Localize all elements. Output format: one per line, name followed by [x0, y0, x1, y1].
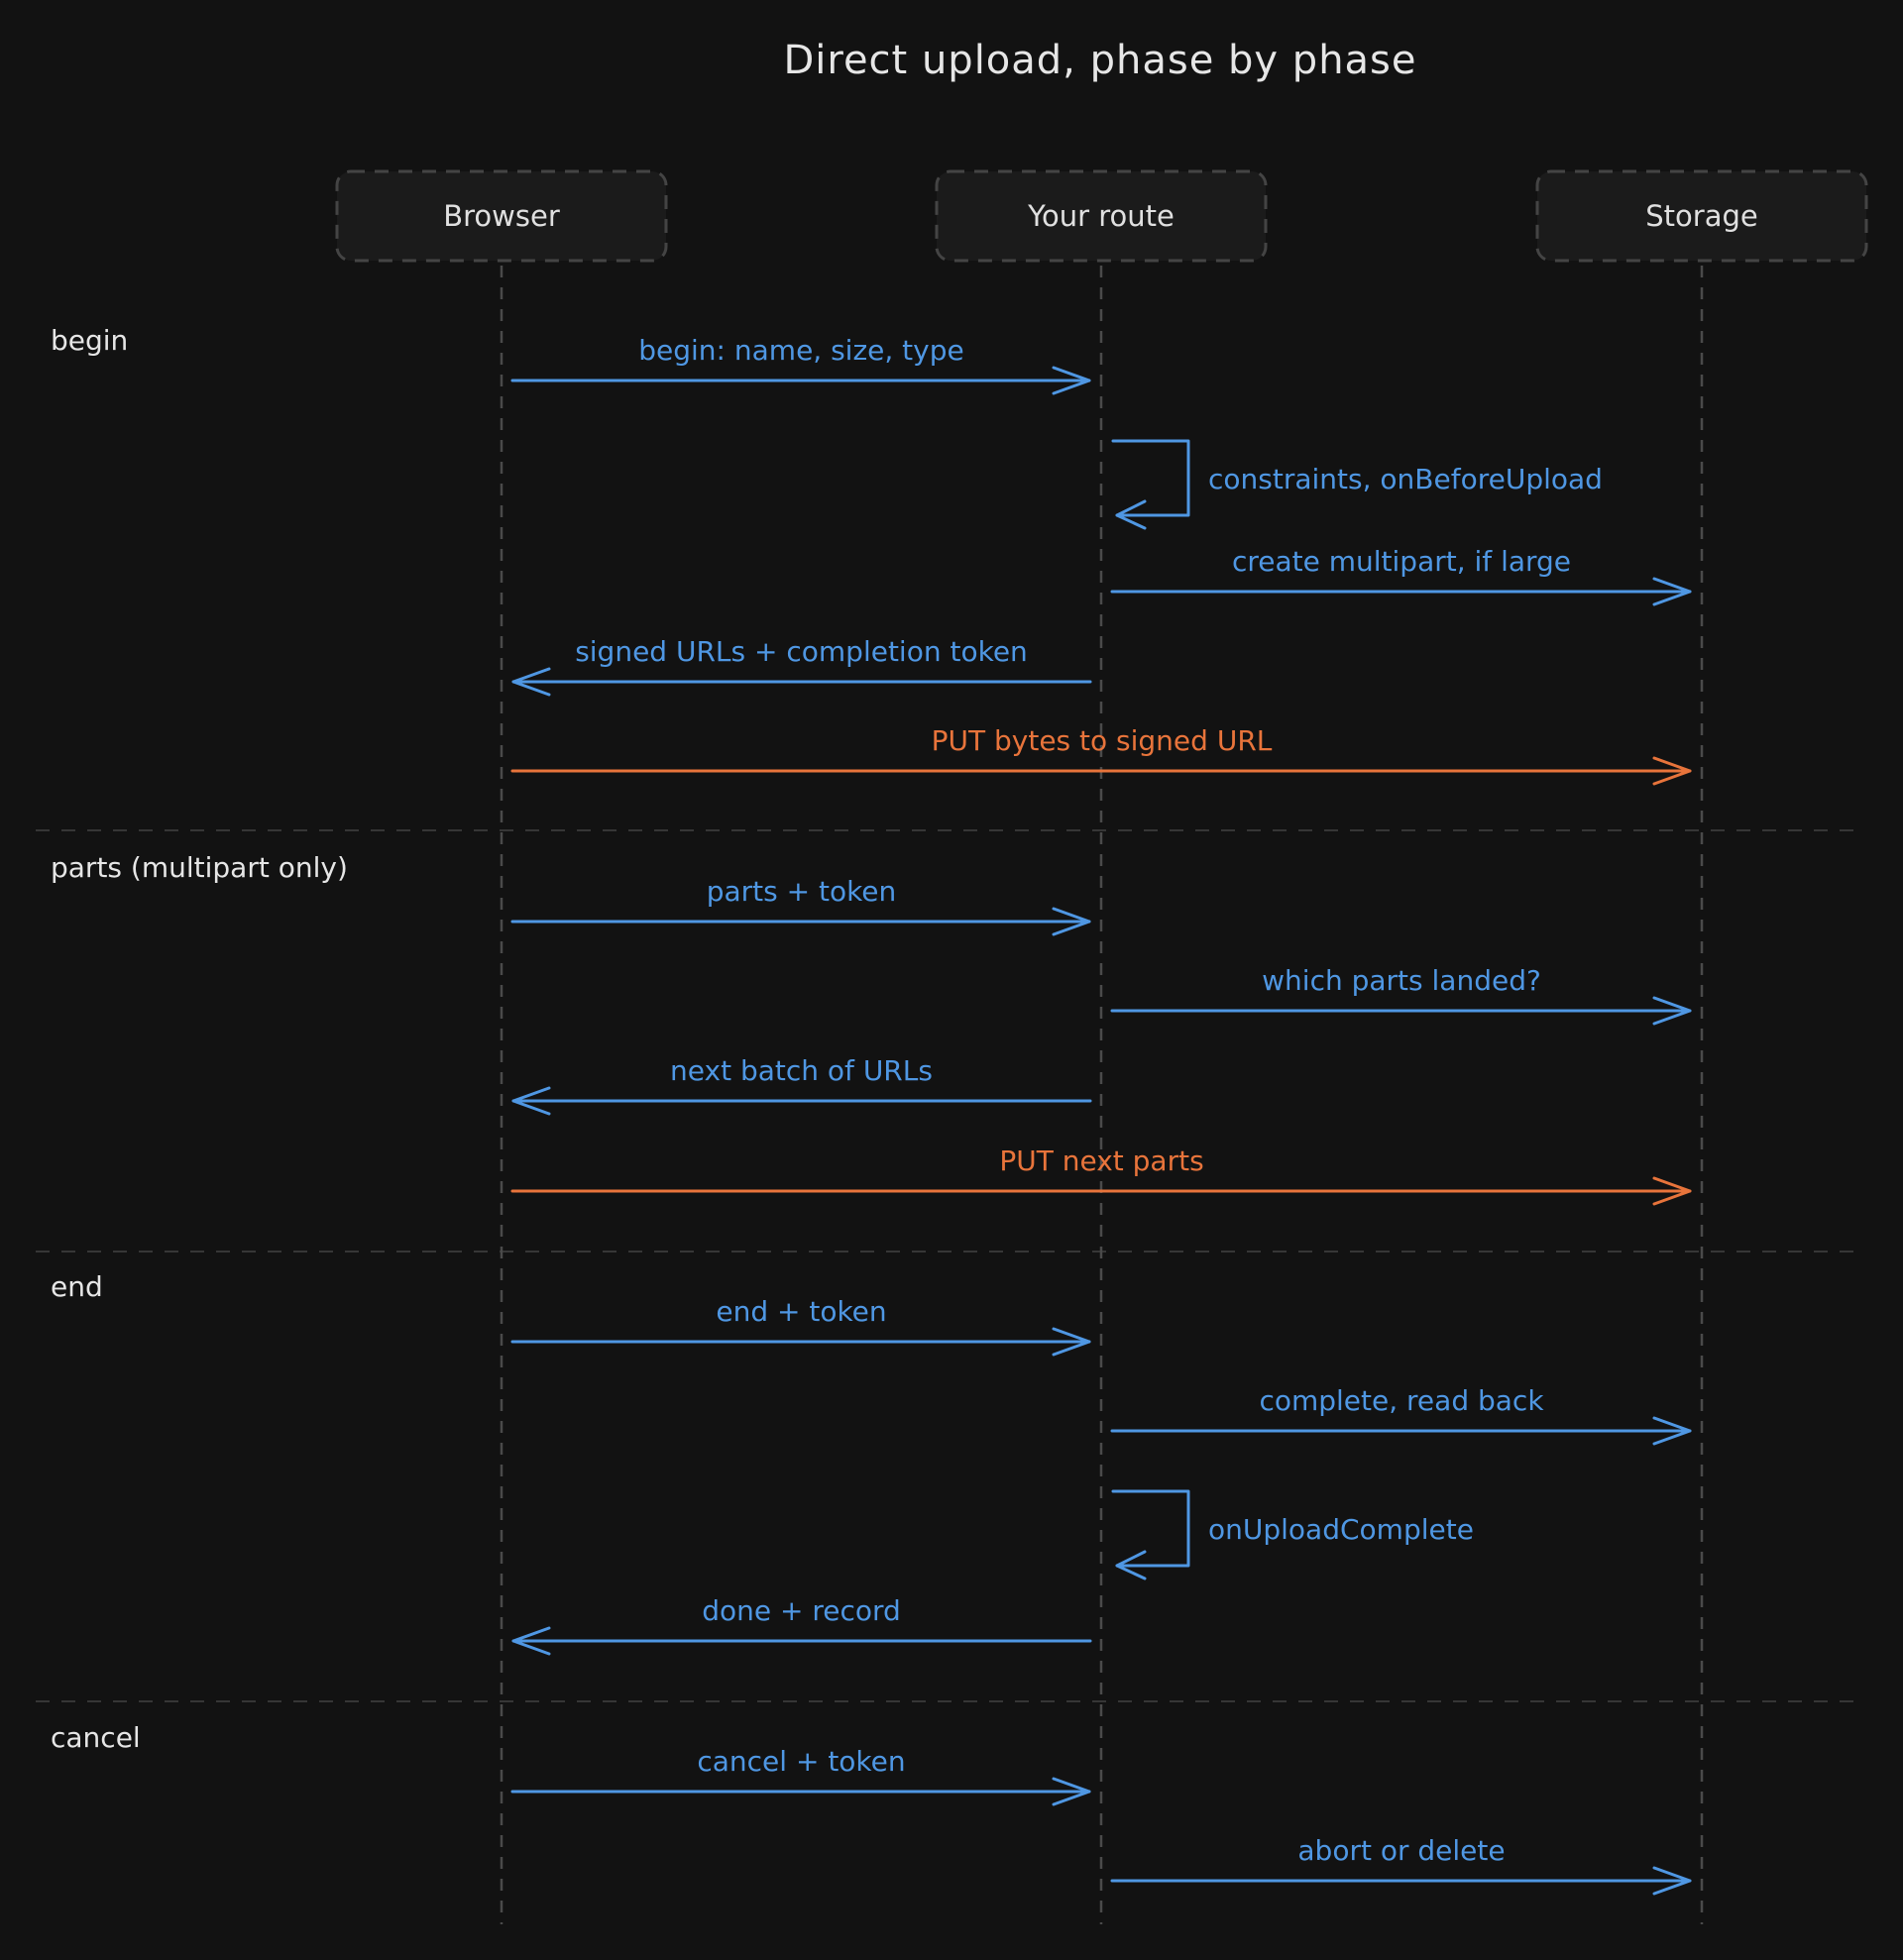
message-label: signed URLs + completion token	[575, 635, 1028, 668]
arrow-head	[1652, 1866, 1692, 1896]
message-constraints-onbeforeupload: constraints, onBeforeUpload	[1111, 439, 1603, 530]
message-which-parts-landed: which parts landed?	[1110, 964, 1692, 1026]
actor-box-browser	[335, 169, 668, 263]
message-create-multipart-if-large: create multipart, if large	[1110, 545, 1692, 606]
message-label: abort or delete	[1297, 1834, 1505, 1867]
message-label: begin: name, size, type	[638, 334, 963, 367]
actor-label-storage: Storage	[1645, 199, 1757, 233]
self-call-line	[1111, 439, 1190, 517]
arrow-head	[1052, 907, 1091, 936]
message-label: complete, read back	[1259, 1384, 1544, 1417]
arrow-head	[1652, 1416, 1692, 1446]
message-next-batch-of-urls: next batch of URLs	[511, 1054, 1092, 1116]
message-put-bytes-to-signed-url: PUT bytes to signed URL	[510, 724, 1692, 786]
arrow-head	[511, 1626, 551, 1656]
phase-label-3: end	[51, 1270, 103, 1303]
lifelines	[500, 266, 1704, 1924]
message-label: which parts landed?	[1262, 964, 1541, 997]
message-label: next batch of URLs	[670, 1054, 933, 1087]
actors: Browser Your route Storage	[335, 169, 1868, 263]
arrow-head	[1115, 1550, 1147, 1580]
arrow-head	[1115, 499, 1147, 530]
diagram-title: Direct upload, phase by phase	[783, 38, 1416, 83]
message-begin-name-size-type: begin: name, size, type	[510, 334, 1091, 395]
arrow-head	[511, 667, 551, 697]
phase-label-1: begin	[51, 324, 128, 357]
self-call-line	[1111, 1489, 1190, 1568]
phase-label-4: cancel	[51, 1721, 141, 1754]
message-cancel-token: cancel + token	[510, 1745, 1091, 1806]
message-abort-or-delete: abort or delete	[1110, 1834, 1692, 1896]
arrow-head	[1652, 1176, 1692, 1206]
message-label: PUT next parts	[999, 1144, 1203, 1177]
arrow-head	[1652, 996, 1692, 1026]
message-label: cancel + token	[697, 1745, 905, 1778]
message-label: create multipart, if large	[1232, 545, 1571, 578]
arrow-head	[1052, 1327, 1091, 1357]
arrow-head	[1652, 756, 1692, 786]
message-put-next-parts: PUT next parts	[510, 1144, 1692, 1206]
message-end-token: end + token	[510, 1295, 1091, 1357]
arrow-head	[1652, 577, 1692, 606]
message-onuploadcomplete: onUploadComplete	[1111, 1489, 1474, 1580]
message-signed-urls-completion-token: signed URLs + completion token	[511, 635, 1092, 697]
message-label: PUT bytes to signed URL	[932, 724, 1273, 757]
message-done-record: done + record	[511, 1594, 1092, 1656]
arrow-head	[1052, 1777, 1091, 1806]
actor-label-route: Your route	[1027, 199, 1175, 233]
arrow-head	[511, 1086, 551, 1116]
message-label: onUploadComplete	[1208, 1513, 1474, 1546]
message-label: end + token	[716, 1295, 886, 1328]
phase-labels: begin parts (multipart only) end cancel	[51, 324, 348, 1754]
message-complete-read-back: complete, read back	[1110, 1384, 1692, 1446]
actor-label-browser: Browser	[443, 199, 560, 233]
message-label: parts + token	[707, 875, 897, 908]
message-label: constraints, onBeforeUpload	[1208, 463, 1603, 495]
phase-label-2: parts (multipart only)	[51, 851, 348, 884]
actor-box-storage	[1535, 169, 1868, 263]
message-parts-token: parts + token	[510, 875, 1091, 936]
messages: begin: name, size, type constraints, onBe…	[510, 334, 1692, 1896]
phase-separators	[36, 829, 1863, 1702]
message-label: done + record	[702, 1594, 901, 1627]
actor-box-route	[935, 169, 1268, 263]
arrow-head	[1052, 366, 1091, 395]
